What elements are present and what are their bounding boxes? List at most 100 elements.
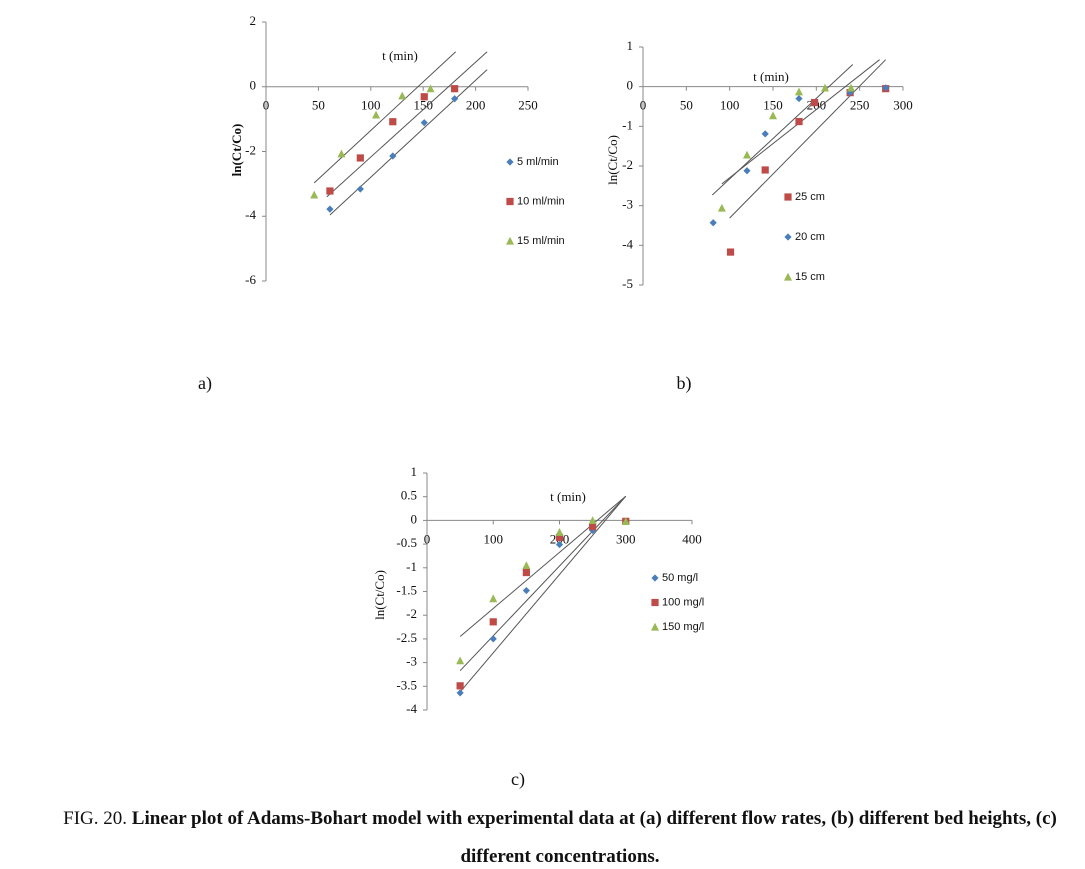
marker [420,119,428,127]
x-tick-label: 100 [361,98,381,113]
y-tick-label: 1 [627,38,634,53]
marker [456,682,464,690]
marker [522,561,531,570]
panel-label: a) [198,373,212,394]
marker [588,516,597,524]
trendline [459,495,627,637]
y-tick-label: 1 [411,464,418,479]
y-tick-label: 2 [250,13,257,28]
y-tick-label: -4 [622,236,633,251]
marker [882,84,890,92]
marker [847,83,855,92]
x-tick-label: 300 [893,98,913,113]
caption-number: FIG. 20. [63,808,128,829]
marker [489,635,497,643]
trendline [459,495,627,693]
x-tick-label: 50 [312,98,325,113]
marker [356,185,364,193]
y-tick-label: -1 [622,117,633,132]
marker [761,130,769,138]
marker [372,110,381,119]
y-axis-title: ln(Ct/Co) [605,135,620,185]
x-tick-label: 150 [413,98,433,113]
y-tick-label: -1 [406,559,417,574]
marker [389,152,397,160]
y-tick-label: -5 [622,276,633,291]
legend-label: 150 mg/l [662,621,704,633]
caption-text: Linear plot of Adams-Bohart model with e… [131,808,1057,867]
x-axis-title: t (min) [382,48,418,63]
legend-marker [784,233,792,241]
marker [456,689,464,697]
marker [621,517,630,525]
x-tick-label: 0 [640,98,647,113]
legend-label: 50 mg/l [662,572,698,584]
marker [451,85,459,93]
legend-marker [506,236,514,245]
marker [743,150,751,159]
trendline [729,59,887,219]
y-tick-label: -3 [406,654,417,669]
marker [555,528,564,536]
x-tick-label: 250 [518,98,538,113]
legend-label: 100 mg/l [662,596,704,608]
trendline [313,51,457,184]
marker [489,594,498,603]
legend-label: 15 cm [795,271,825,283]
marker [326,205,334,213]
legend-label: 15 ml/min [517,235,565,247]
marker [795,87,803,96]
x-tick-label: 150 [763,98,783,113]
x-tick-label: 250 [850,98,870,113]
y-tick-label: -2 [245,142,256,157]
marker [522,568,530,577]
legend-label: 25 cm [795,191,825,203]
marker [709,219,717,227]
y-tick-label: -3 [622,197,633,212]
marker [846,89,854,97]
legend-label: 20 cm [795,231,825,243]
y-tick-label: -4 [406,701,417,716]
marker [310,190,319,199]
legend-marker [506,158,514,166]
y-tick-label: -2.5 [396,630,417,645]
marker [489,618,497,626]
y-tick-label: 0 [411,511,418,526]
marker [589,522,597,531]
marker [726,248,735,256]
trendline [329,69,488,216]
x-tick-label: 300 [616,531,636,546]
marker [398,91,407,100]
x-axis-title: t (min) [753,69,789,84]
panel-label: c) [511,769,525,790]
marker [769,111,777,120]
panel-label: b) [677,373,692,394]
marker [761,166,769,174]
x-tick-label: 0 [263,98,270,113]
marker [795,117,803,126]
marker [326,187,334,195]
y-tick-label: -0.5 [396,535,417,550]
legend-label: 10 ml/min [517,195,565,207]
legend-marker [506,197,514,206]
y-tick-label: 0 [627,78,634,93]
y-tick-label: -4 [245,207,256,222]
marker [389,118,397,126]
y-tick-label: -2 [622,157,633,172]
marker [743,167,751,175]
marker [426,84,435,93]
legend-label: 5 ml/min [517,156,559,168]
marker [451,95,459,103]
caption: FIG. 20. Linear plot of Adams-Bohart mod… [40,800,1080,869]
trendline [326,51,488,198]
y-axis-title: ln(Ct/Co) [229,124,244,177]
y-tick-label: -6 [245,272,256,287]
marker [811,98,819,107]
x-tick-label: 100 [720,98,740,113]
x-tick-label: 100 [484,531,504,546]
y-tick-label: -2 [406,606,417,621]
marker [795,94,803,103]
x-axis-title: t (min) [550,489,586,504]
legend-marker [651,598,659,607]
